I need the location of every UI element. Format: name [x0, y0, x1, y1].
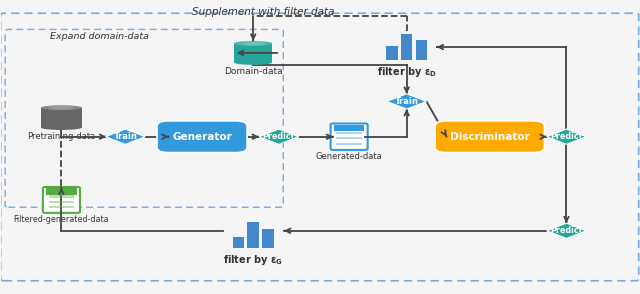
Text: Domain-data: Domain-data — [224, 67, 282, 76]
Text: Predict: Predict — [550, 226, 582, 235]
Bar — [46, 188, 77, 195]
Ellipse shape — [48, 107, 75, 108]
Polygon shape — [259, 129, 299, 144]
Ellipse shape — [48, 108, 75, 110]
FancyBboxPatch shape — [157, 121, 247, 153]
Bar — [49, 206, 74, 208]
Bar — [401, 34, 412, 60]
Text: Train: Train — [395, 97, 419, 106]
Text: Generated-data: Generated-data — [316, 153, 383, 161]
Ellipse shape — [234, 60, 273, 65]
Text: filter by $\mathbf{\varepsilon_G}$: filter by $\mathbf{\varepsilon_G}$ — [223, 253, 283, 267]
Text: Filtered-generated-data: Filtered-generated-data — [13, 216, 109, 224]
FancyBboxPatch shape — [435, 121, 545, 153]
Ellipse shape — [48, 106, 75, 107]
Ellipse shape — [234, 41, 273, 46]
Text: Pretraining-data: Pretraining-data — [28, 132, 95, 141]
Text: Train: Train — [113, 132, 138, 141]
Text: Predict: Predict — [550, 132, 582, 141]
Text: Supplement with filter data: Supplement with filter data — [191, 7, 334, 17]
Polygon shape — [547, 223, 586, 238]
Polygon shape — [41, 108, 82, 128]
Bar — [334, 125, 364, 131]
Polygon shape — [106, 129, 145, 144]
FancyBboxPatch shape — [43, 187, 80, 213]
Polygon shape — [387, 94, 426, 109]
Ellipse shape — [241, 44, 266, 46]
Bar — [248, 222, 259, 248]
Bar — [386, 46, 397, 60]
Ellipse shape — [241, 43, 266, 44]
Bar — [337, 132, 362, 134]
Text: Expand domain-data: Expand domain-data — [51, 32, 149, 41]
Ellipse shape — [41, 105, 82, 110]
Polygon shape — [547, 129, 586, 144]
FancyBboxPatch shape — [331, 123, 367, 150]
Text: Predict: Predict — [262, 132, 295, 141]
Text: Generator: Generator — [172, 132, 232, 142]
Bar — [337, 137, 362, 139]
Text: filter by $\mathbf{\varepsilon_D}$: filter by $\mathbf{\varepsilon_D}$ — [377, 65, 436, 79]
Ellipse shape — [241, 41, 266, 43]
Bar — [415, 41, 427, 60]
Bar — [49, 196, 74, 198]
Bar — [49, 201, 74, 203]
Polygon shape — [234, 44, 273, 63]
Bar — [233, 236, 244, 248]
Text: Discriminator: Discriminator — [450, 132, 530, 142]
Bar — [262, 229, 274, 248]
Bar — [337, 143, 362, 145]
Ellipse shape — [41, 125, 82, 130]
